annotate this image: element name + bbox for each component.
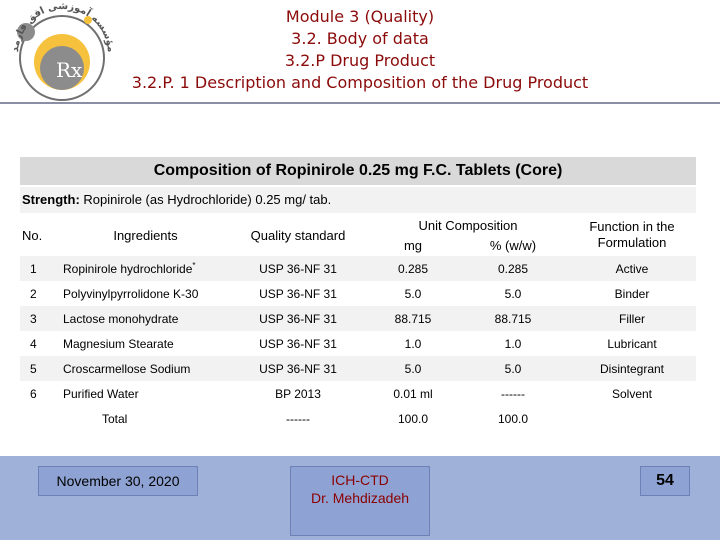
row-mg: 0.01 ml: [368, 381, 458, 406]
row-no: 2: [20, 281, 60, 306]
footer-course: ICH-CTD: [331, 472, 389, 488]
row-function: Disintegrant: [568, 356, 696, 381]
table-row: 2 Polyvinylpyrrolidone K-30 USP 36-NF 31…: [20, 281, 696, 306]
row-function: Binder: [568, 281, 696, 306]
header-mg: mg: [403, 237, 423, 253]
strength-label: Strength:: [22, 192, 80, 207]
row-ingredient: Purified Water: [60, 381, 228, 406]
row-ingredient: Ropinirole hydrochloride*: [60, 256, 228, 281]
header-pct: % (w/w): [489, 237, 537, 253]
institute-logo: Rx مؤسسه آموزشی افق فارمد: [10, 2, 116, 101]
row-pct: ------: [458, 381, 568, 406]
row-no: 6: [20, 381, 60, 406]
row-standard: USP 36-NF 31: [228, 306, 368, 331]
row-standard: USP 36-NF 31: [228, 281, 368, 306]
title-line-product: 3.2.P Drug Product: [284, 51, 436, 70]
table-row: 3 Lactose monohydrate USP 36-NF 31 88.71…: [20, 306, 696, 331]
header-no: No.: [22, 227, 43, 243]
row-pct: 5.0: [458, 281, 568, 306]
table-row: 5 Croscarmellose Sodium USP 36-NF 31 5.0…: [20, 356, 696, 381]
header-divider: [0, 102, 720, 104]
header-unit-composition: Unit Composition: [418, 217, 518, 233]
footnote-mark: *: [192, 261, 196, 270]
title-line-description: 3.2.P. 1 Description and Composition of …: [131, 73, 589, 92]
row-function: Active: [568, 256, 696, 281]
row-standard: USP 36-NF 31: [228, 331, 368, 356]
strength-value: Ropinirole (as Hydrochloride) 0.25 mg/ t…: [79, 192, 332, 207]
row-pct: 0.285: [458, 256, 568, 281]
row-pct: 5.0: [458, 356, 568, 381]
row-no: 5: [20, 356, 60, 381]
total-pct: 100.0: [458, 406, 568, 431]
logo-monogram: Rx: [56, 58, 83, 82]
table-row: 1 Ropinirole hydrochloride* USP 36-NF 31…: [20, 256, 696, 281]
row-ingredient: Polyvinylpyrrolidone K-30: [60, 281, 228, 306]
row-function: Solvent: [568, 381, 696, 406]
header-function: Function in the Formulation: [589, 219, 675, 250]
row-standard: BP 2013: [228, 381, 368, 406]
row-ingredient: Magnesium Stearate: [60, 331, 228, 356]
header-quality-standard: Quality standard: [250, 227, 346, 243]
total-mg: 100.0: [368, 406, 458, 431]
composition-heading: Composition of Ropinirole 0.25 mg F.C. T…: [20, 157, 696, 185]
row-mg: 5.0: [368, 356, 458, 381]
table-row: 6 Purified Water BP 2013 0.01 ml ------ …: [20, 381, 696, 406]
row-mg: 88.715: [368, 306, 458, 331]
total-label: Total: [60, 406, 228, 431]
row-pct: 88.715: [458, 306, 568, 331]
row-no: 1: [20, 256, 60, 281]
row-function: Lubricant: [568, 331, 696, 356]
row-pct: 1.0: [458, 331, 568, 356]
total-row: Total ------ 100.0 100.0: [20, 406, 696, 431]
slide-title: Module 3 (Quality) 3.2. Body of data 3.2…: [110, 6, 610, 94]
row-ingredient: Lactose monohydrate: [60, 306, 228, 331]
footer-center: ICH-CTD Dr. Mehdizadeh: [290, 466, 430, 536]
footer-date: November 30, 2020: [38, 466, 198, 496]
row-ingredient: Croscarmellose Sodium: [60, 356, 228, 381]
row-mg: 1.0: [368, 331, 458, 356]
row-mg: 0.285: [368, 256, 458, 281]
row-standard: USP 36-NF 31: [228, 256, 368, 281]
row-no: 3: [20, 306, 60, 331]
table-row: 4 Magnesium Stearate USP 36-NF 31 1.0 1.…: [20, 331, 696, 356]
row-no: 4: [20, 331, 60, 356]
row-function: Filler: [568, 306, 696, 331]
row-mg: 5.0: [368, 281, 458, 306]
title-line-module: Module 3 (Quality): [285, 7, 435, 26]
page-number: 54: [640, 466, 690, 496]
header-ingredients: Ingredients: [113, 227, 178, 243]
row-standard: USP 36-NF 31: [228, 356, 368, 381]
composition-table: No. Ingredients Quality standard Unit Co…: [20, 214, 696, 431]
footer-author: Dr. Mehdizadeh: [310, 490, 410, 506]
title-line-body: 3.2. Body of data: [291, 29, 429, 48]
strength-row: Strength: Ropinirole (as Hydrochloride) …: [20, 187, 696, 213]
total-standard: ------: [228, 406, 368, 431]
